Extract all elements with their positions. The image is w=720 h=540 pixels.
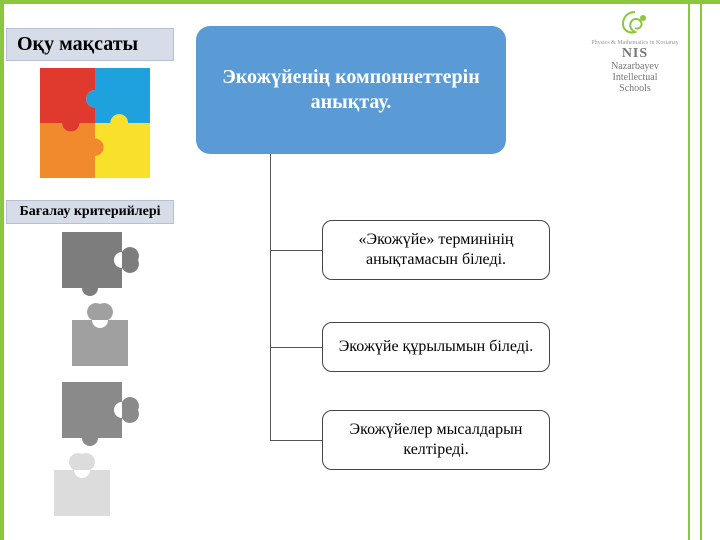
frame-right-outer [700,0,702,540]
gray-puzzle-column [54,232,154,537]
school-logo: Physics & Mathematics in Kostanay NIS Na… [590,10,680,94]
connector-vertical [270,154,271,440]
criteria-box-1: «Экожүйе» терминінің анықтамасын біледі. [322,220,550,280]
criteria-box-3: Экожүйелер мысалдарын келтіреді. [322,410,550,470]
main-title-box: Экожүйенің компоннеттерін анықтау. [196,26,506,154]
color-puzzle-icon [40,68,150,178]
objective-label: Оқу мақсаты [6,28,174,61]
frame-top [0,0,720,4]
criteria-label: Бағалау критерийлері [6,200,174,224]
logo-nis: NIS [590,46,680,61]
logo-swirl-icon [617,10,653,38]
connector-h-2 [270,347,326,348]
criteria-box-2: Экожүйе құрылымын біледі. [322,322,550,372]
logo-line3: Intellectual [590,72,680,83]
logo-line4: Schools [590,83,680,94]
logo-line2: Nazarbayev [590,61,680,72]
frame-left [0,0,4,540]
connector-h-3 [270,440,326,441]
connector-h-1 [270,250,326,251]
frame-right-inner [688,0,690,540]
